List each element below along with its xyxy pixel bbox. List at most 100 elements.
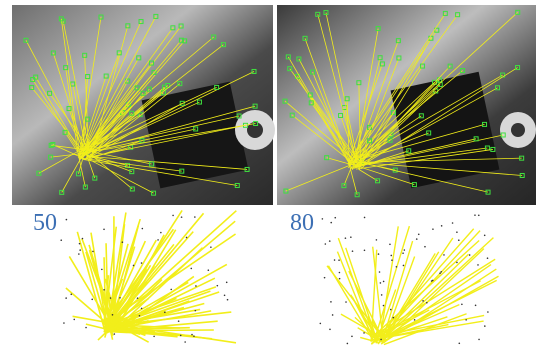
point [332,314,334,316]
point [227,299,229,301]
point [194,216,196,218]
point [376,239,378,241]
gear-hole [511,123,525,137]
point [195,310,197,312]
point [78,253,80,255]
point [461,303,463,305]
point [396,266,398,268]
point [141,308,143,310]
point [426,302,428,304]
point [469,254,471,256]
point [484,325,486,327]
figure: 50 80 [0,0,545,350]
point [339,272,341,274]
point [350,236,352,238]
point [320,323,322,325]
panel-label: 50 [33,210,57,236]
point [191,334,193,336]
point [91,299,93,301]
point [142,228,144,230]
point [193,335,195,337]
point [345,237,347,239]
point [347,343,349,345]
point [141,262,143,264]
point [82,238,84,240]
point [465,319,467,321]
point [418,233,420,235]
point [66,219,68,221]
point [404,249,406,251]
point [338,259,340,261]
point [324,277,326,279]
point [322,218,324,220]
point [383,281,385,283]
point [160,232,162,234]
point [103,289,105,291]
match-line [328,266,373,340]
point [137,297,139,299]
point [178,320,180,322]
point [119,297,121,299]
point [73,319,75,321]
point [139,315,141,317]
point [478,339,480,341]
point [403,265,405,267]
point [364,249,366,251]
point [114,333,116,335]
match-line [115,221,236,323]
point [92,251,94,253]
point [477,264,479,266]
point [363,332,365,334]
point [424,246,426,248]
point [210,246,212,248]
point [345,301,347,303]
point [456,262,458,264]
point [380,339,382,341]
point [329,329,331,331]
point [164,311,166,313]
point [487,311,489,313]
point [330,222,332,224]
point [339,278,341,280]
point [157,239,159,241]
point [458,239,460,241]
point [110,297,112,299]
point [79,243,81,245]
point [381,294,383,296]
point [208,269,210,271]
point [432,228,434,230]
point [226,282,228,284]
point [186,237,188,239]
point [224,294,226,296]
point [352,250,354,252]
point [390,309,392,311]
point [217,285,219,287]
point [334,217,336,219]
point [330,301,332,303]
point [391,259,393,261]
point [195,285,197,287]
point [325,243,327,245]
point [416,238,418,240]
point [101,269,103,271]
point [378,253,380,255]
point [452,222,454,224]
point [79,249,81,251]
panel-label: 80 [290,210,314,236]
point [133,265,135,267]
point [458,343,460,345]
point [380,282,382,284]
point [334,259,336,261]
point [456,231,458,233]
point [379,271,381,273]
point [112,314,114,316]
point [390,255,392,257]
point [351,336,353,338]
point [190,268,192,270]
point [153,336,155,338]
point [70,293,72,295]
point [393,317,395,319]
point [60,239,62,241]
point [439,272,441,274]
point [389,243,391,245]
